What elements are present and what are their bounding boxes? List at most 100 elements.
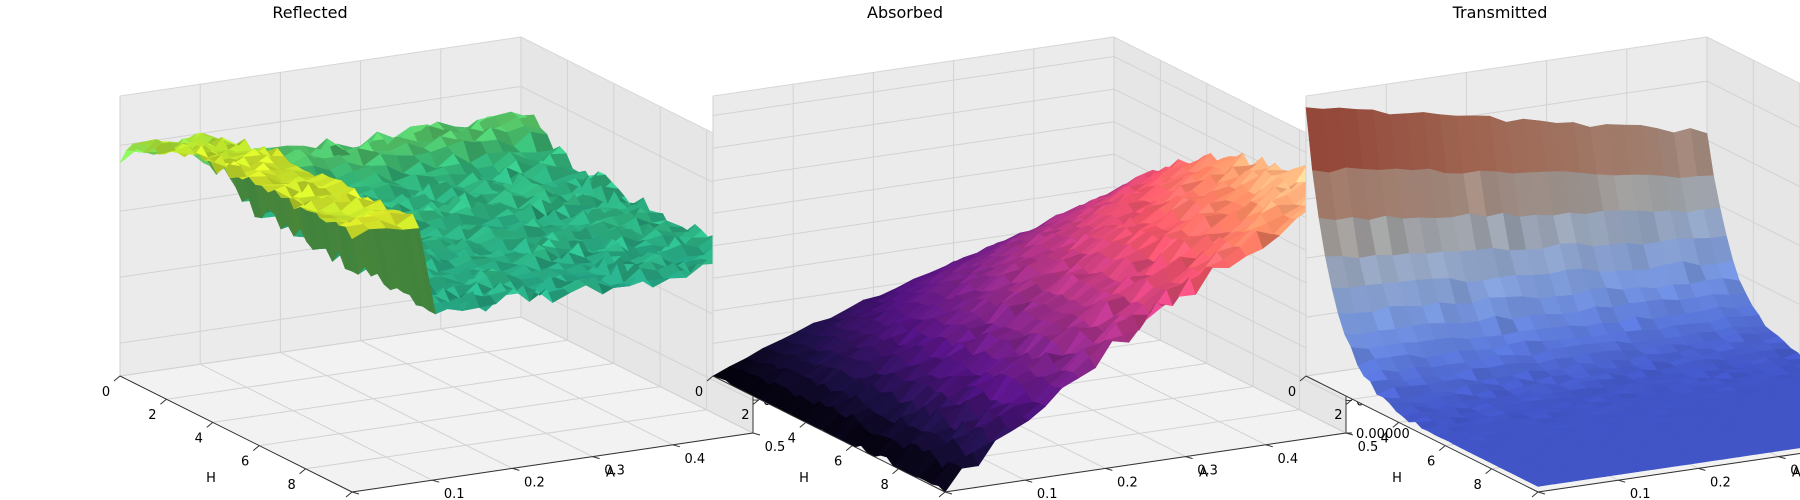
x-tick-label: 2: [1334, 408, 1342, 423]
y-tick-label: 0.1: [1630, 487, 1651, 500]
grid-z: [119, 85, 754, 203]
x-axis-label: H: [799, 471, 809, 486]
x-tick-label: 6: [241, 455, 249, 470]
x-tick-label: 8: [287, 478, 295, 493]
subplot-reflected: 0246810H0.00.10.20.30.40.5A0.00020.00040…: [102, 3, 819, 500]
x-tick-mark: [938, 491, 946, 498]
x-tick-mark: [706, 375, 714, 382]
x-tick-label: 0: [1288, 385, 1296, 400]
x-tick-label: 2: [741, 408, 749, 423]
y-tick-mark: [1537, 491, 1546, 495]
x-axis-label: H: [206, 471, 216, 486]
x-axis-line: [1305, 375, 1539, 493]
y-tick-label: 0.3: [1197, 464, 1218, 479]
y-tick-label: 0.1: [1037, 487, 1058, 500]
chart-title: Reflected: [272, 3, 347, 22]
y-tick-label: 0.3: [604, 464, 625, 479]
x-tick-mark: [845, 445, 853, 451]
x-axis-line: [712, 375, 946, 493]
y-tick-label: 0.2: [524, 475, 545, 490]
y-axis-line: [351, 432, 754, 493]
x-tick-label: 8: [1473, 478, 1481, 493]
y-tick-mark: [1105, 467, 1113, 471]
y-axis-line: [1537, 452, 1800, 493]
y-tick-label: 0.3: [1790, 464, 1800, 479]
y-tick-mark: [592, 456, 600, 460]
y-tick-label: 0.5: [1358, 440, 1379, 455]
x-tick-label: 0: [695, 385, 703, 400]
x-tick-label: 4: [195, 431, 203, 446]
y-tick-mark: [512, 467, 520, 471]
grid-x: [259, 386, 661, 447]
y-tick-mark: [1265, 444, 1273, 448]
x-tick-label: 2: [148, 408, 156, 423]
y-tick-label: 0.1: [444, 487, 465, 500]
x-tick-mark: [345, 491, 353, 498]
surface-cell: [119, 149, 144, 164]
x-tick-mark: [252, 445, 260, 451]
grid-y: [280, 351, 513, 469]
x-axis-line: [119, 375, 353, 493]
x-tick-label: 4: [1381, 431, 1389, 446]
y-tick-mark: [1778, 456, 1786, 460]
y-tick-label: 0.2: [1117, 475, 1138, 490]
grid-z: [712, 55, 1347, 173]
surface: [1305, 107, 1800, 487]
x-tick-mark: [1531, 491, 1539, 498]
y-tick-label: 0.5: [765, 440, 786, 455]
grid-x: [305, 409, 707, 470]
x-tick-label: 6: [834, 455, 842, 470]
surface-cell: [1305, 107, 1330, 173]
y-axis-line: [944, 432, 1347, 493]
x-tick-mark: [753, 398, 760, 405]
grid-y: [520, 316, 754, 434]
x-tick-mark: [1299, 375, 1307, 382]
y-tick-mark: [1185, 456, 1193, 460]
surface-cell: [712, 366, 737, 379]
surface: [119, 111, 754, 315]
chart-title: Transmitted: [1452, 3, 1548, 22]
grid-y: [440, 328, 674, 446]
x-tick-mark: [1438, 445, 1446, 451]
x-tick-label: 6: [1427, 455, 1435, 470]
x-tick-mark: [1392, 422, 1400, 428]
grid-z: [712, 88, 1347, 206]
grid-y: [360, 340, 593, 458]
z-tick-label: 0.00000: [1356, 427, 1410, 442]
y-tick-mark: [1025, 479, 1033, 483]
grid-x: [119, 316, 522, 377]
surface: [712, 152, 1347, 493]
grid-x: [166, 339, 568, 400]
x-tick-mark: [113, 375, 121, 382]
subplot-transmitted: 0246810H0.00.10.20.30.40.5A0.00000.00020…: [1288, 3, 1800, 500]
y-axis-label: A: [1199, 466, 1208, 481]
y-axis-label: A: [606, 466, 615, 481]
y-tick-mark: [672, 444, 680, 448]
x-tick-label: 8: [880, 478, 888, 493]
y-tick-mark: [432, 479, 440, 483]
x-tick-mark: [206, 422, 214, 428]
grid-z: [712, 186, 1347, 304]
x-tick-mark: [892, 468, 899, 475]
x-tick-label: 4: [788, 431, 796, 446]
y-tick-mark: [1618, 479, 1626, 483]
chart-title: Absorbed: [867, 3, 943, 22]
y-tick-mark: [944, 491, 953, 495]
x-tick-mark: [1346, 398, 1353, 405]
x-tick-mark: [1485, 468, 1492, 475]
y-tick-label: 0.4: [684, 452, 705, 467]
x-tick-mark: [799, 422, 807, 428]
x-tick-label: 0: [102, 385, 110, 400]
x-tick-mark: [160, 398, 167, 405]
x-tick-mark: [299, 468, 306, 475]
y-tick-label: 0.4: [1277, 452, 1298, 467]
y-tick-mark: [351, 491, 360, 495]
y-tick-mark: [1698, 467, 1706, 471]
y-axis-label: A: [1792, 466, 1800, 481]
grid-y: [199, 363, 433, 481]
y-tick-mark: [752, 432, 761, 436]
x-axis-label: H: [1392, 471, 1402, 486]
y-tick-label: 0.2: [1710, 475, 1731, 490]
grid-x: [212, 362, 614, 423]
